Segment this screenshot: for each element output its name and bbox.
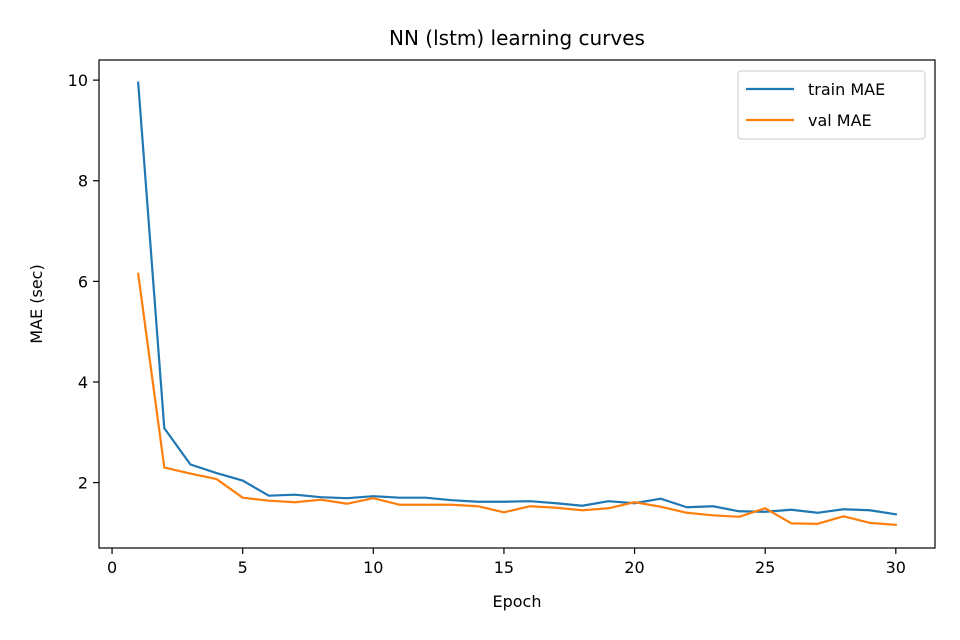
y-tick-label: 4 [78, 373, 88, 392]
x-tick-label: 30 [886, 558, 906, 577]
series-line-val [136, 272, 897, 527]
x-tick-label: 15 [494, 558, 514, 577]
x-tick-label: 10 [363, 558, 383, 577]
chart-title: NN (lstm) learning curves [389, 26, 645, 50]
y-tick-label: 2 [78, 474, 88, 493]
x-tick-label: 25 [755, 558, 775, 577]
x-tick-label: 20 [624, 558, 644, 577]
x-axis-label: Epoch [493, 592, 542, 611]
x-tick-label: 5 [238, 558, 248, 577]
legend-label-train: train MAE [808, 80, 885, 99]
plot-area: 0 5 10 15 20 25 30 2 4 6 8 10 [68, 59, 936, 577]
legend-label-val: val MAE [808, 111, 872, 130]
y-tick-label: 8 [78, 172, 88, 191]
plot-frame [98, 59, 936, 549]
y-tick-label: 6 [78, 272, 88, 291]
y-tick-label: 10 [68, 71, 88, 90]
y-axis-label: MAE (sec) [27, 264, 46, 343]
legend: train MAE val MAE [737, 70, 926, 140]
x-tick-label: 0 [107, 558, 117, 577]
